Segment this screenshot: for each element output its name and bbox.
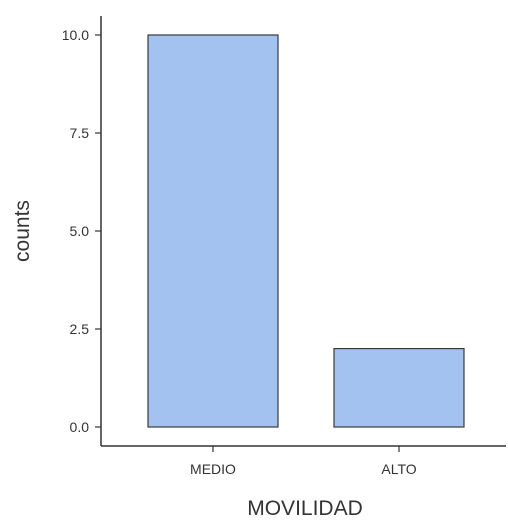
y-tick-label: 5.0 [70, 223, 90, 239]
y-tick-label: 0.0 [70, 419, 90, 435]
y-axis-title: counts [11, 200, 34, 262]
y-axis: 0.0 2.5 5.0 7.5 10.0 [62, 16, 102, 446]
bar [333, 348, 465, 428]
x-tick-label: MEDIO [190, 461, 236, 477]
bar [147, 34, 279, 428]
y-tick-label: 10.0 [62, 27, 89, 43]
y-tick-label: 7.5 [70, 125, 90, 141]
x-axis: MEDIO ALTO [101, 445, 506, 477]
bars [147, 34, 465, 428]
x-axis-title: MOVILIDAD [247, 497, 363, 518]
x-tick-label: ALTO [381, 461, 416, 477]
y-tick-label: 2.5 [70, 321, 90, 337]
